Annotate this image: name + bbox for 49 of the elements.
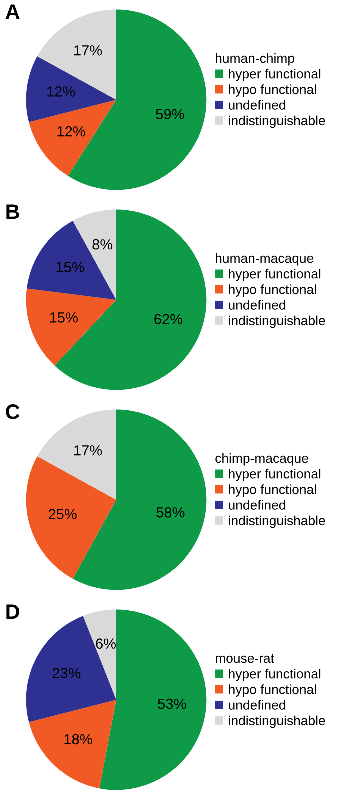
data-label: 62% (154, 314, 183, 324)
legend-title: human-macaque (216, 253, 314, 266)
data-label: 15% (56, 262, 84, 272)
chart-title: B (6, 204, 20, 220)
data-label: 53% (158, 698, 186, 710)
legend-label: undefined (229, 300, 286, 310)
legend-title: human-chimp (216, 53, 294, 66)
legend-label: hypo functional (229, 84, 316, 97)
pie-slice (26, 456, 116, 580)
data-label: 25% (48, 509, 77, 520)
legend-label: undefined (229, 500, 286, 510)
chart-title: A (6, 4, 20, 20)
legend-label: hypo functional (229, 684, 316, 697)
legend-label: indistinguishable (229, 116, 326, 128)
legend-label: undefined (229, 700, 286, 710)
legend-label: hyper functional (229, 669, 321, 682)
pie-slice (37, 410, 116, 500)
data-label: 17% (74, 46, 102, 56)
legend-label: hyper functional (229, 269, 321, 282)
data-label: 59% (156, 109, 184, 120)
pie-slice (37, 10, 116, 100)
legend-label: indistinguishable (229, 316, 326, 328)
pie-slice (26, 288, 116, 366)
data-label: 58% (156, 507, 185, 518)
legend-label: indistinguishable (229, 716, 326, 728)
data-label: 23% (52, 668, 81, 679)
legend-label: indistinguishable (229, 516, 326, 528)
pie-slice (26, 56, 116, 122)
legend-label: hyper functional (229, 69, 321, 82)
legend-label: hypo functional (229, 484, 316, 497)
legend-label: hypo functional (229, 284, 316, 297)
pie-slice (26, 616, 116, 722)
data-label: 18% (64, 734, 92, 745)
legend-title: mouse-rat (216, 654, 274, 664)
data-label: 8% (92, 239, 113, 250)
data-label: 12% (58, 126, 86, 137)
pie-slice (83, 610, 116, 700)
data-label: 17% (74, 446, 102, 456)
data-label: 6% (96, 638, 116, 649)
data-label: 12% (48, 86, 76, 97)
pie-slice (27, 220, 116, 300)
chart-title: D (6, 604, 20, 620)
legend-title: chimp-macaque (216, 453, 308, 466)
legend-label: hyper functional (229, 469, 321, 482)
pie-slice (29, 100, 116, 176)
data-label: 15% (50, 312, 78, 323)
chart-title: C (6, 404, 20, 420)
pie-slice (29, 700, 116, 789)
legend-label: undefined (229, 100, 286, 110)
